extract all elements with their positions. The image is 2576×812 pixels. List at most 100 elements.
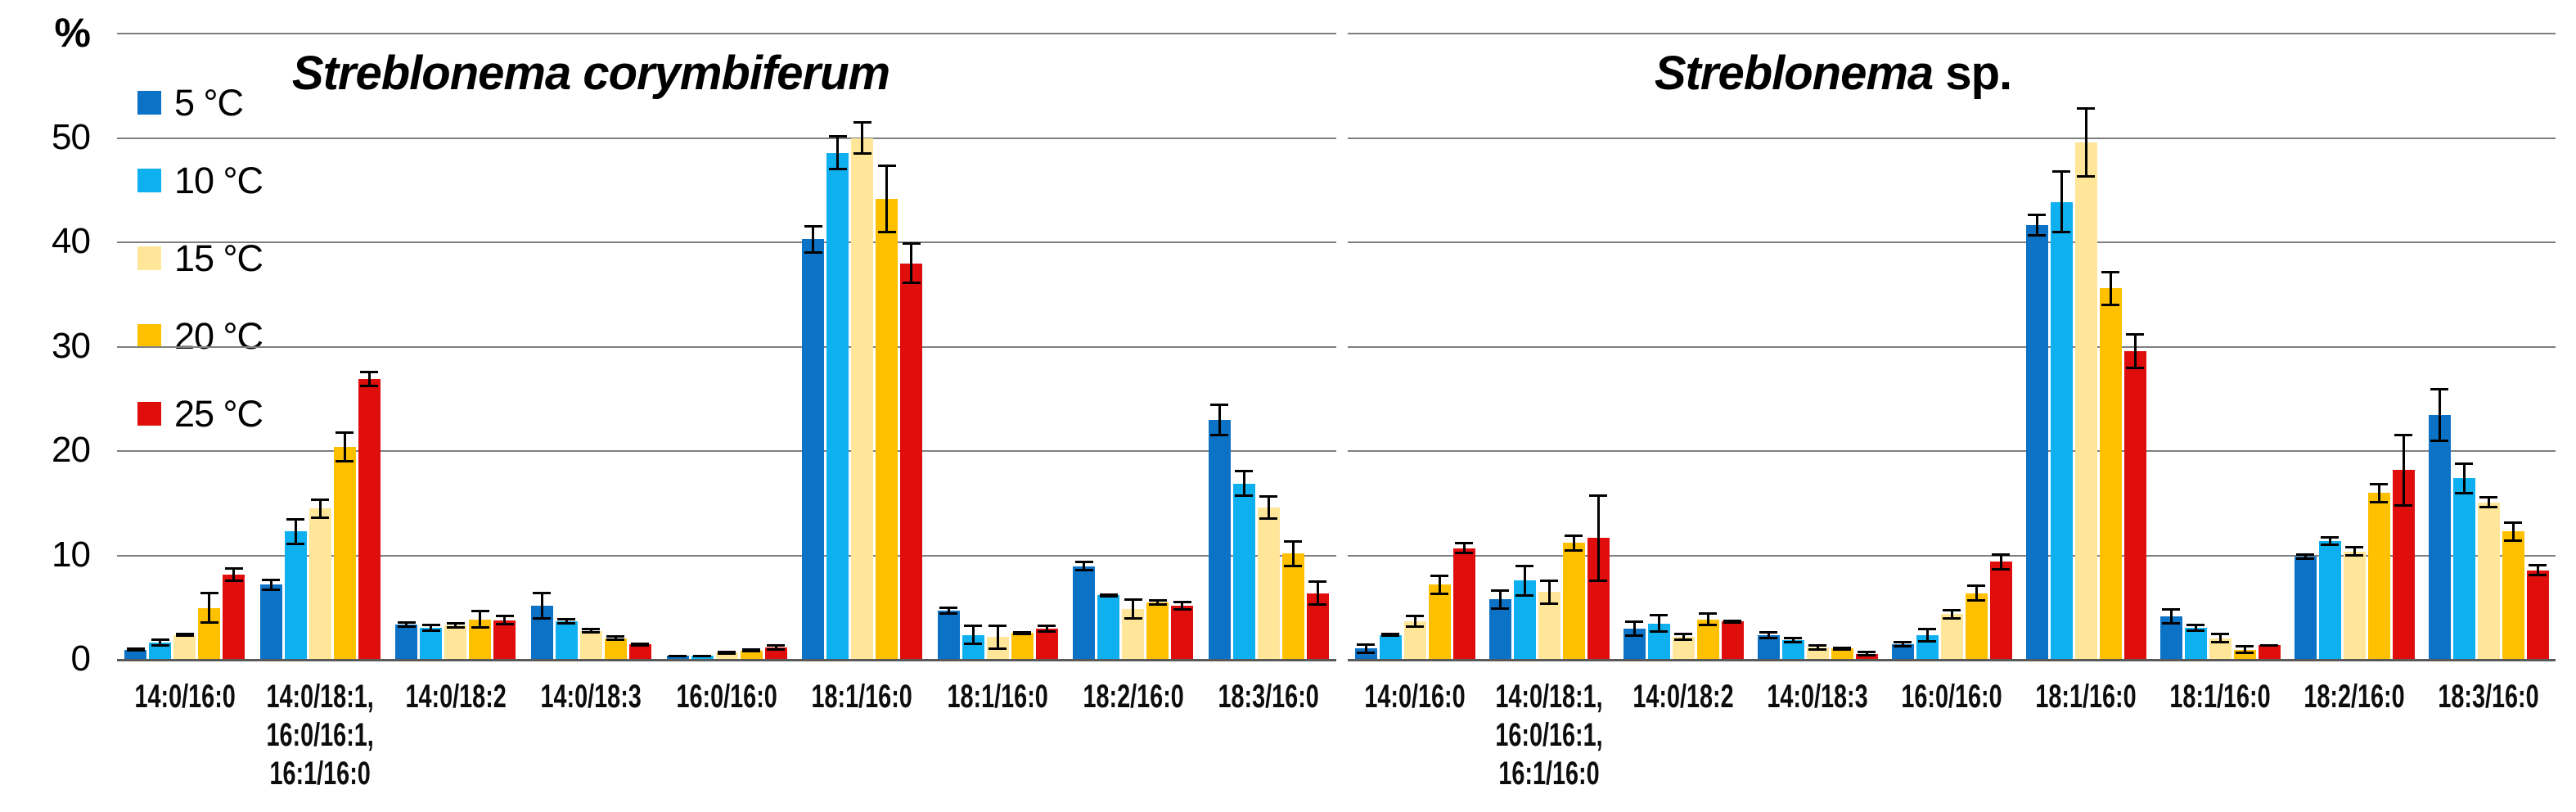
error-bar-cap-bottom	[1308, 602, 1327, 606]
error-bar-cap-top	[853, 121, 871, 124]
bar-15C-g9	[2477, 502, 2500, 659]
bar-10C-g6	[826, 152, 849, 659]
error-bar-cap-bottom	[224, 579, 243, 582]
error-bar	[900, 242, 922, 285]
error-bar-cap-bottom	[446, 626, 465, 629]
error-bar-cap-top	[1589, 494, 1607, 497]
error-bar	[1514, 565, 1536, 597]
error-bar-stem	[2487, 496, 2490, 509]
error-bar-cap-bottom	[1491, 607, 1509, 611]
x-axis-line	[1348, 659, 2556, 661]
legend-swatch-icon	[137, 324, 161, 348]
bar-25C-g8	[1171, 605, 1194, 659]
gridline-10	[117, 554, 1336, 557]
error-bar	[876, 164, 898, 233]
error-bar-stem	[885, 164, 889, 233]
x-axis-label-g1: 14:0/16:0	[1364, 679, 1466, 715]
bar-5C-g2	[259, 584, 282, 659]
y-axis-tick-50: 50	[52, 116, 91, 157]
error-bar-cap-bottom	[767, 647, 785, 651]
bar-5C-g3	[395, 624, 418, 659]
bar-5C-g9	[2428, 414, 2451, 659]
error-bar-cap-bottom	[471, 626, 489, 629]
error-bar-cap-top	[360, 371, 379, 374]
error-bar-cap-bottom	[718, 652, 736, 655]
error-bar-stem	[232, 566, 236, 582]
bar-15C-g1	[173, 634, 196, 659]
error-bar	[334, 431, 356, 463]
error-bar	[1171, 600, 1193, 611]
legend-swatch-icon	[137, 169, 161, 192]
y-axis-tick-10: 10	[52, 534, 91, 575]
error-bar-stem	[454, 622, 457, 629]
error-bar-cap-bottom	[1210, 434, 1229, 437]
error-bar	[741, 648, 763, 653]
bar-5C-g6	[2025, 224, 2048, 659]
error-bar-stem	[2084, 106, 2087, 178]
error-bar-cap-top	[1491, 589, 1509, 592]
gridline-60	[1348, 33, 2556, 34]
x-axis-label-g3: 14:0/18:2	[405, 679, 507, 715]
error-bar-cap-top	[1565, 535, 1583, 538]
error-bar-cap-top	[1406, 615, 1424, 618]
error-bar-cap-bottom	[311, 517, 330, 520]
error-bar	[493, 615, 516, 626]
error-bar	[1831, 646, 1853, 651]
error-bar-cap-top	[804, 224, 822, 228]
error-bar	[2160, 607, 2182, 625]
error-bar-cap-top	[1515, 565, 1533, 568]
bar-5C-g8	[1073, 566, 1096, 659]
x-axis-label-g2: 14:0/18:1, 16:0/16:1, 16:1/16:0	[1495, 679, 1603, 792]
error-bar-cap-top	[126, 647, 145, 650]
error-bar	[2075, 106, 2097, 178]
bar-15C-g6	[851, 138, 874, 659]
bar-10C-g4	[1781, 640, 1804, 659]
error-bar	[580, 627, 602, 634]
error-bar-stem	[2328, 535, 2331, 547]
legend-label: 5 °C	[174, 81, 244, 124]
error-bar-cap-bottom	[151, 643, 169, 647]
y-axis-tick-20: 20	[52, 430, 91, 470]
bar-5C-g8	[2294, 557, 2317, 659]
error-bar	[2368, 482, 2390, 504]
error-bar	[1941, 608, 1963, 620]
error-bar-stem	[1291, 539, 1295, 567]
error-bar-stem	[774, 644, 777, 651]
error-bar-cap-bottom	[2504, 539, 2522, 543]
error-bar-stem	[1083, 561, 1086, 571]
error-bar-stem	[910, 242, 913, 285]
bar-5C-g6	[802, 239, 825, 659]
error-bar-cap-bottom	[557, 621, 576, 625]
bar-10C-g7	[2184, 627, 2207, 659]
error-bar-cap-top	[1967, 584, 1985, 588]
error-bar-stem	[1657, 614, 1660, 634]
error-bar-cap-top	[1918, 627, 1936, 630]
legend-swatch-icon	[137, 246, 161, 270]
error-bar	[938, 607, 960, 616]
error-bar-cap-top	[2028, 213, 2046, 216]
panel-title-right-regular: sp.	[1933, 47, 2012, 100]
error-bar-cap-bottom	[989, 647, 1007, 650]
bar-20C-g6	[876, 198, 898, 659]
error-bar	[826, 134, 849, 171]
error-bar-stem	[2243, 645, 2246, 654]
error-bar-cap-top	[1173, 600, 1191, 603]
bar-20C-g4	[1831, 648, 1853, 659]
error-bar	[444, 622, 466, 629]
error-bar	[962, 624, 984, 646]
error-bar-cap-top	[1833, 646, 1851, 649]
error-bar	[2429, 387, 2451, 442]
bar-15C-g2	[308, 508, 331, 659]
panel-title-left: Streblonema corymbiferum	[292, 46, 890, 101]
error-bar-cap-top	[1674, 633, 1692, 636]
bar-25C-g3	[1721, 621, 1744, 659]
bar-20C-g7	[1011, 633, 1034, 659]
error-bar-cap-bottom	[1589, 579, 1607, 582]
error-bar-cap-bottom	[2345, 554, 2363, 557]
error-bar-cap-top	[939, 607, 958, 610]
error-bar-cap-top	[2321, 535, 2339, 539]
error-bar-cap-bottom	[1894, 644, 1912, 647]
legend-label: 15 °C	[174, 237, 263, 279]
error-bar	[469, 610, 491, 629]
error-bar-cap-top	[397, 621, 416, 625]
